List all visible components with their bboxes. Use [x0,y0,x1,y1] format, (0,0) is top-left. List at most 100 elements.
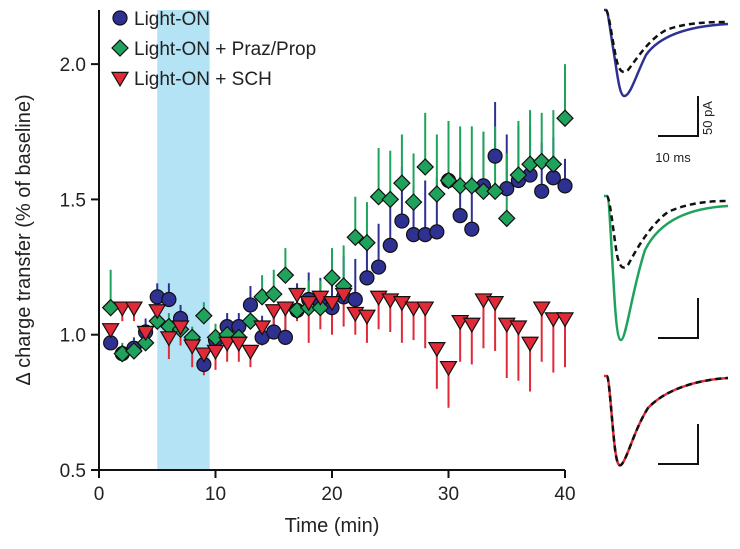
data-point-series-3 [264,304,283,320]
data-point-series-3 [299,296,318,312]
data-point-series-2 [241,312,260,331]
data-point-series-2 [451,177,469,195]
data-markers [101,109,575,377]
data-point-series-2 [404,193,423,211]
y-tick-label: 1.5 [60,190,86,211]
inset-1-dashed-trace [604,8,729,74]
x-tick-label: 20 [321,484,342,505]
data-point-series-3 [148,304,167,320]
data-point-series-2 [439,171,458,190]
data-point-series-1 [347,291,363,308]
inset-trace-sch [604,374,729,467]
data-point-series-2 [136,333,155,352]
x-axis-title: Time (min) [285,515,380,537]
inset-trace-praz-prop [604,194,729,342]
data-point-series-3 [322,296,342,312]
legend-label-series-3: Light-ON + SCH [134,69,272,90]
data-point-series-3 [136,325,155,342]
y-tick-label: 2.0 [60,55,86,76]
data-point-series-3 [462,317,481,334]
y-tick-label: 0.5 [60,461,86,482]
data-point-series-2 [393,174,411,193]
data-point-series-2 [148,312,167,331]
data-point-series-1 [382,237,398,254]
y-axis-title: Δ charge transfer (% of baseline) [13,94,35,385]
data-point-series-2 [509,166,528,184]
data-point-series-3 [229,336,248,353]
data-point-series-1 [487,148,503,164]
data-point-series-3 [206,344,225,361]
scale-bar-current-label: 50 pA [700,101,715,135]
data-point-series-3 [194,347,213,363]
data-point-series-2 [497,209,516,228]
data-point-series-3 [253,320,272,336]
y-tick-label: 1.0 [60,326,86,347]
data-point-series-1 [557,178,573,194]
data-point-series-3 [439,360,458,377]
data-point-series-1 [359,270,375,286]
axes: 0.5 1.0 1.5 2.0 0 10 20 30 40 Time (min) Δ char… [13,10,576,537]
legend-marker-series-2 [111,39,129,57]
data-point-series-3 [218,336,237,353]
data-point-series-3 [416,301,435,317]
data-point-series-1 [371,259,387,275]
data-point-series-2 [462,177,481,195]
data-point-series-3 [357,309,376,325]
legend-label-series-2: Light-ON + Praz/Prop [134,39,316,60]
data-point-series-2 [416,158,435,176]
inset-2-dashed-trace [605,194,729,269]
data-point-series-2 [532,152,551,171]
x-tick-label: 0 [94,484,105,505]
legend-marker-series-1 [112,10,128,26]
data-point-series-1 [277,329,293,346]
data-point-series-3 [486,296,505,312]
legend: Light-ON Light-ON + Praz/Prop Light-ON + S… [110,9,316,90]
data-point-series-2 [474,182,493,201]
data-point-series-3 [276,301,295,317]
data-point-series-3 [288,287,307,304]
data-point-series-3 [124,301,143,317]
y-ticks: 0.5 1.0 1.5 2.0 [60,55,99,482]
data-point-series-1 [452,208,468,224]
x-ticks: 0 10 20 30 40 [94,470,576,505]
data-point-series-2 [428,185,446,203]
data-point-series-2 [276,266,295,285]
data-point-series-1 [464,221,480,237]
data-point-series-2 [556,109,574,128]
inset-3-solid-trace [604,374,729,467]
data-point-series-2 [358,233,376,252]
data-point-series-2 [346,228,365,247]
legend-label-series-1: Light-ON [134,9,210,30]
data-point-series-3 [521,336,540,353]
data-point-series-2 [381,190,400,209]
light-stimulation-shaded-region [157,10,210,470]
data-point-series-1 [394,213,410,229]
plot-area [101,10,575,470]
data-point-series-3 [171,320,190,336]
x-tick-label: 10 [205,484,226,505]
data-point-series-2 [323,269,341,287]
data-point-series-3 [509,320,528,336]
inset-1-scale-bar [658,96,699,137]
data-point-series-3 [183,339,202,355]
x-tick-label: 40 [554,484,575,505]
data-point-series-2 [125,342,143,360]
data-point-series-1 [534,183,550,199]
inset-trace-light-on: 10 ms 50 pA [604,8,729,165]
data-point-series-3 [532,301,551,317]
data-point-series-2 [486,182,504,201]
current-trace-insets: 10 ms 50 pA [604,8,729,467]
legend-marker-series-3 [110,71,130,88]
data-point-series-1 [161,291,177,308]
x-tick-label: 30 [438,484,459,505]
scale-bar-time-label: 10 ms [655,150,691,165]
data-point-series-3 [427,342,446,358]
data-point-series-3 [113,301,132,317]
data-point-series-3 [404,301,423,317]
data-point-series-2 [369,187,388,206]
data-point-series-2 [195,306,213,325]
inset-2-scale-bar [658,298,699,339]
data-point-series-2 [544,155,563,174]
inset-3-dashed-trace [605,374,729,467]
inset-2-solid-trace [604,194,729,342]
